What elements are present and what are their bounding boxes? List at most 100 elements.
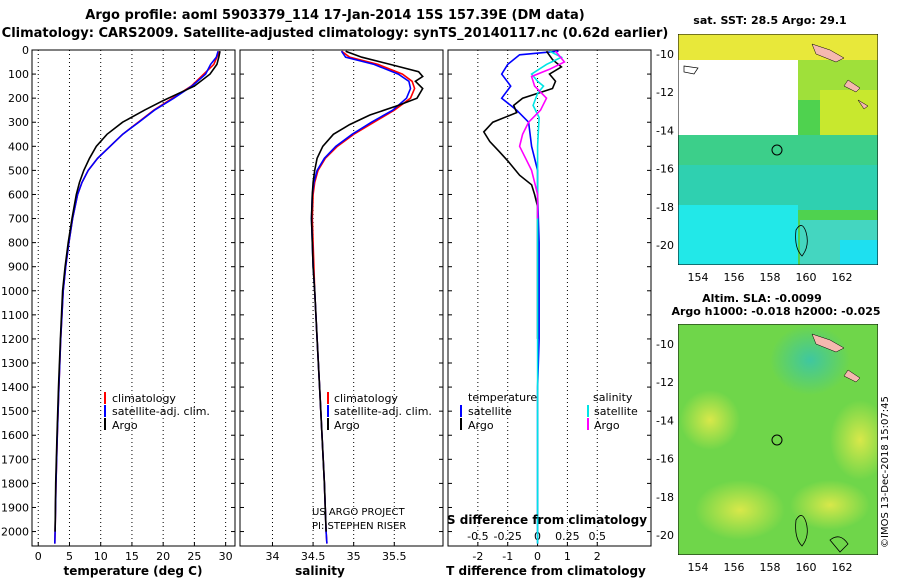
series-line-argo (310, 50, 424, 532)
x-tick-label: -2 (472, 550, 483, 563)
x-tick-label: 30 (219, 550, 233, 563)
legend-heading-salinity: salinity (593, 391, 633, 404)
depth-tick-label: 1500 (1, 405, 29, 418)
s-tick-label: -0.25 (493, 530, 521, 543)
lat-tick-label: -10 (656, 338, 674, 351)
difference-xlabel: T difference from climatology (446, 564, 646, 578)
series-line-climatology (54, 50, 221, 544)
s-tick-label: 0.5 (589, 530, 607, 543)
lat-tick-label: -14 (656, 414, 674, 427)
legend-label: Argo (468, 419, 494, 432)
x-tick-label: 5 (66, 550, 73, 563)
depth-axis: 0 100 200 300 400 500 600 700 800 900 1000 1100 1200… (1, 44, 29, 539)
depth-tick-label: 600 (8, 188, 29, 201)
sst-map (678, 34, 878, 265)
series-line-s-argo (518, 50, 566, 219)
difference-legend: temperature salinity satellite Argo sate… (460, 391, 638, 432)
depth-tick-label: 800 (8, 237, 29, 250)
lat-tick-label: -12 (656, 376, 674, 389)
x-tick-label: 34.5 (301, 550, 326, 563)
depth-tick-label: 2000 (1, 526, 29, 539)
legend-label: climatology (112, 392, 176, 405)
series-line-satellite-adj-clim- (310, 50, 412, 544)
depth-tick-label: 200 (8, 92, 29, 105)
depth-tick-label: 1900 (1, 501, 29, 514)
lon-tick-label: 158 (760, 271, 781, 284)
lat-tick-label: -18 (656, 491, 674, 504)
x-tick-label: 0 (534, 550, 541, 563)
x-tick-label: 15 (125, 550, 139, 563)
map-axes: -10 -12 -14 -16 -18 -20 154 156 158 160 162 -10 -12 -… (656, 48, 852, 574)
lat-tick-label: -20 (656, 239, 674, 252)
temperature-legend: climatology satellite-adj. clim. Argo (104, 392, 210, 432)
depth-tick-label: 1000 (1, 285, 29, 298)
lon-tick-label: 156 (724, 271, 745, 284)
lat-tick-label: -18 (656, 201, 674, 214)
depth-tick-label: 900 (8, 261, 29, 274)
sla-map-title-1: Altim. SLA: -0.0099 (702, 292, 822, 305)
legend-label: Argo (112, 419, 138, 432)
s-tick-label: 0.25 (555, 530, 580, 543)
depth-tick-label: 400 (8, 140, 29, 153)
title-line-2: Climatology: CARS2009. Satellite-adjuste… (1, 26, 669, 41)
difference-panel-frame (447, 49, 652, 547)
salinity-panel-frame (239, 49, 444, 547)
legend-label: satellite (594, 405, 638, 418)
legend-label: climatology (334, 392, 398, 405)
legend-heading-temperature: temperature (468, 391, 537, 404)
depth-tick-label: 100 (8, 68, 29, 81)
pi-credit: PI: STEPHEN RISER (312, 521, 406, 532)
lat-tick-label: -12 (656, 86, 674, 99)
temperature-chart: 0 5 10 15 20 25 30 (32, 49, 235, 563)
x-tick-label: 25 (187, 550, 201, 563)
legend-label: satellite (468, 405, 512, 418)
depth-tick-label: 1300 (1, 357, 29, 370)
x-tick-label: 35 (347, 550, 361, 563)
series-line-t-satellite (500, 50, 559, 544)
x-tick-label: 34 (265, 550, 279, 563)
x-tick-label: 10 (94, 550, 108, 563)
sla-map (678, 324, 878, 555)
series-line-argo (54, 51, 221, 532)
temperature-panel-frame (31, 49, 236, 547)
legend-label: satellite-adj. clim. (334, 405, 432, 418)
x-tick-label: -1 (502, 550, 513, 563)
lat-tick-label: -20 (656, 529, 674, 542)
lon-tick-label: 154 (688, 561, 709, 574)
series-line-climatology (311, 50, 416, 544)
lon-tick-label: 162 (832, 271, 853, 284)
x-tick-label: 1 (564, 550, 571, 563)
legend-label: Argo (334, 419, 360, 432)
depth-tick-label: 1600 (1, 429, 29, 442)
x-tick-label: 0 (35, 550, 42, 563)
x-tick-label: 20 (156, 550, 170, 563)
x-tick-label: 35.5 (382, 550, 407, 563)
x-tick-label: 2 (594, 550, 601, 563)
salinity-chart: 34 34.5 35 35.5 (240, 49, 443, 563)
difference-chart: -2 -1 0 1 2-0.5 -0.25 0 0.25 0.5 (448, 49, 651, 563)
imos-credit: ©IMOS 13-Dec-2018 15:07:45 (880, 396, 891, 548)
lat-tick-label: -16 (656, 453, 674, 466)
series-line-t-argo (482, 50, 563, 339)
lon-tick-label: 162 (832, 561, 853, 574)
temperature-xlabel: temperature (deg C) (64, 564, 203, 578)
depth-tick-label: 300 (8, 116, 29, 129)
lat-tick-label: -16 (656, 163, 674, 176)
series-line-s-satellite (530, 50, 564, 544)
s-tick-label: -0.5 (467, 530, 488, 543)
title-line-1: Argo profile: aoml 5903379_114 17-Jan-20… (85, 8, 585, 23)
depth-tick-label: 1200 (1, 333, 29, 346)
sst-map-title: sat. SST: 28.5 Argo: 29.1 (693, 14, 846, 27)
lon-tick-label: 154 (688, 271, 709, 284)
depth-tick-label: 0 (22, 44, 29, 57)
depth-tick-label: 500 (8, 164, 29, 177)
lat-tick-label: -10 (656, 48, 674, 61)
project-credit: US ARGO PROJECT (312, 507, 406, 518)
lon-tick-label: 160 (796, 271, 817, 284)
lon-tick-label: 160 (796, 561, 817, 574)
lon-tick-label: 156 (724, 561, 745, 574)
series-line-satellite-adj-clim- (54, 50, 219, 544)
depth-tick-label: 1800 (1, 477, 29, 490)
depth-tick-label: 1400 (1, 381, 29, 394)
